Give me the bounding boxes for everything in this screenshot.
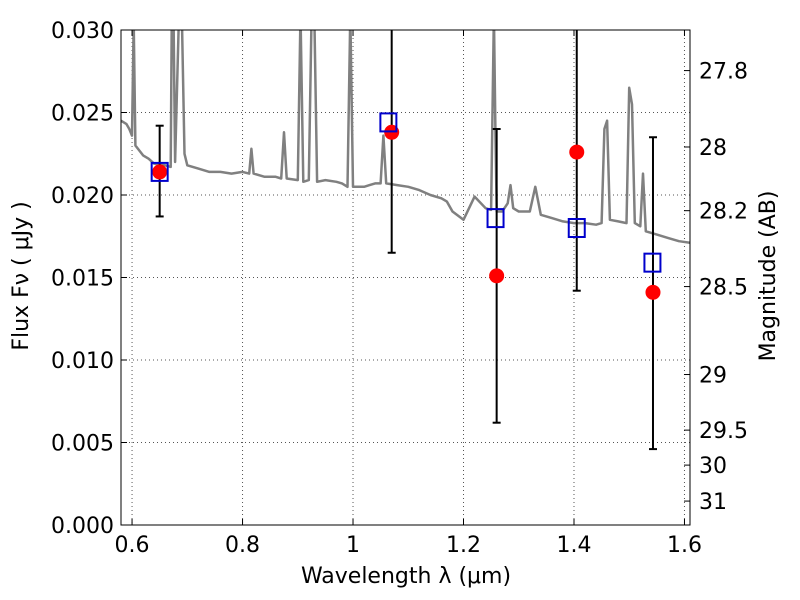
x-tick-label: 1.4 (556, 533, 591, 558)
right-tick-label: 31 (699, 490, 727, 515)
y-tick-label: 0.015 (51, 267, 114, 292)
x-tick-label: 1 (346, 533, 360, 558)
y-tick-label: 0.005 (51, 432, 114, 457)
model-point (379, 112, 398, 133)
y-tick-label: 0.000 (51, 514, 114, 539)
right-axis-label: Magnitude (AB) (756, 191, 781, 362)
marker-layer (150, 112, 662, 300)
grid-layer (121, 29, 690, 526)
y-tick-label: 0.025 (51, 102, 114, 127)
x-tick-label: 1.6 (667, 533, 702, 558)
model-point (486, 208, 505, 229)
right-tick-label: 30 (699, 454, 727, 479)
right-tick-label: 29.5 (699, 419, 748, 444)
right-tick-label: 28.5 (699, 276, 748, 301)
model-point (643, 252, 662, 273)
right-tick-label: 27.8 (699, 60, 748, 85)
right-tick-label: 28 (699, 136, 727, 161)
right-tick-label: 28.2 (699, 200, 748, 225)
tick-layer: 0.6 0.8 1 1.2 1.4 1.6 0.000 0.005 0.010 0.015 0.02… (51, 19, 748, 558)
observed-point (489, 268, 505, 284)
y-tick-label: 0.030 (51, 19, 114, 44)
y-axis-label: Flux Fν ( μJy ) (9, 201, 34, 350)
y-tick-label: 0.020 (51, 184, 114, 209)
model-point (567, 218, 586, 238)
y-tick-label: 0.010 (51, 349, 114, 374)
x-tick-label: 0.8 (225, 533, 260, 558)
x-tick-label: 0.6 (115, 533, 150, 558)
right-tick-label: 29 (699, 364, 727, 389)
spectrum-layer (121, 30, 690, 245)
spectrum-line (121, 30, 690, 245)
model-point (150, 161, 169, 182)
x-tick-label: 1.2 (446, 533, 481, 558)
x-axis-label: Wavelength λ (μm) (301, 564, 511, 589)
observed-point (645, 284, 661, 300)
error-bar-layer (155, 30, 657, 451)
observed-point (569, 144, 585, 160)
observed-point (152, 164, 168, 180)
